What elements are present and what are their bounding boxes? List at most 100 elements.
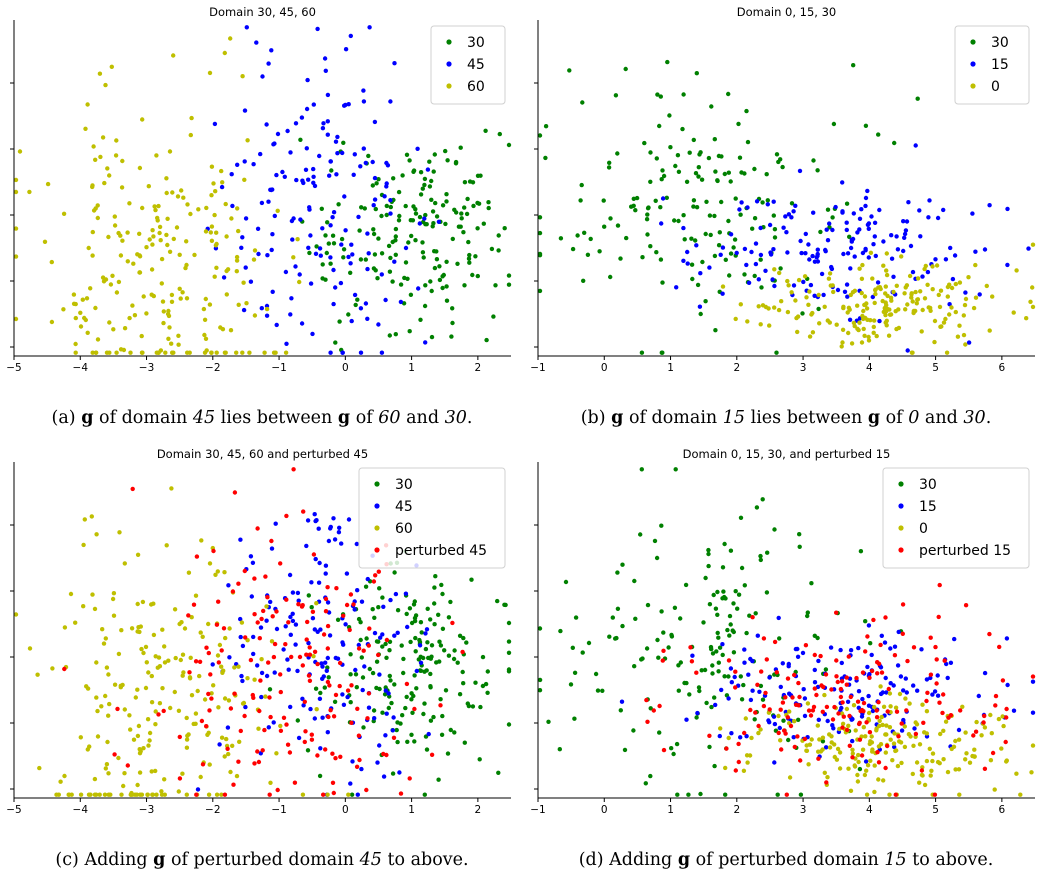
point-45 bbox=[290, 590, 296, 595]
point-30 bbox=[429, 288, 434, 294]
point-45 bbox=[311, 174, 316, 179]
point-60 bbox=[165, 242, 170, 248]
point-60 bbox=[176, 708, 182, 713]
point-30 bbox=[728, 622, 733, 627]
point-45 bbox=[320, 664, 325, 669]
point-60 bbox=[219, 792, 224, 797]
point-60 bbox=[61, 211, 67, 216]
point-30 bbox=[738, 674, 743, 679]
point-0 bbox=[893, 705, 899, 710]
point-30 bbox=[370, 607, 375, 612]
point-30 bbox=[503, 602, 508, 608]
point-perturbed-15 bbox=[913, 731, 919, 737]
point-0 bbox=[887, 792, 892, 797]
point-0 bbox=[953, 738, 958, 744]
point-30 bbox=[506, 667, 512, 672]
point-15 bbox=[749, 249, 754, 255]
caption-a-part-8: . bbox=[466, 408, 473, 428]
point-30 bbox=[486, 200, 491, 205]
point-60 bbox=[278, 723, 283, 729]
point-60 bbox=[275, 208, 280, 213]
point-15 bbox=[806, 242, 811, 247]
point-45 bbox=[312, 627, 317, 632]
point-15 bbox=[812, 667, 817, 673]
x-tick-label: −1 bbox=[271, 804, 286, 816]
point-45 bbox=[416, 286, 421, 291]
point-60 bbox=[135, 733, 141, 739]
point-60 bbox=[139, 333, 144, 339]
point-perturbed-15 bbox=[925, 690, 930, 695]
point-15 bbox=[944, 661, 949, 667]
point-15 bbox=[901, 248, 906, 254]
point-perturbed-45 bbox=[328, 708, 333, 713]
point-0 bbox=[841, 304, 846, 309]
point-0 bbox=[888, 704, 893, 709]
point-30 bbox=[422, 303, 428, 309]
point-30 bbox=[430, 224, 435, 229]
x-tick-label: −1 bbox=[530, 804, 545, 816]
point-15 bbox=[849, 239, 854, 244]
point-60 bbox=[121, 783, 126, 789]
point-45 bbox=[315, 26, 320, 32]
point-60 bbox=[164, 543, 169, 548]
point-perturbed-15 bbox=[788, 723, 794, 729]
point-45 bbox=[266, 61, 271, 66]
point-0 bbox=[938, 324, 943, 329]
point-60 bbox=[184, 239, 189, 244]
point-15 bbox=[830, 723, 835, 728]
point-45 bbox=[254, 40, 259, 45]
point-45 bbox=[366, 251, 371, 256]
point-60 bbox=[13, 612, 19, 617]
point-15 bbox=[912, 726, 917, 731]
point-60 bbox=[222, 570, 227, 575]
point-perturbed-15 bbox=[875, 660, 880, 665]
point-60 bbox=[225, 267, 231, 272]
point-15 bbox=[1026, 246, 1031, 251]
point-60 bbox=[176, 333, 181, 338]
point-45 bbox=[392, 61, 397, 66]
point-15 bbox=[748, 656, 753, 662]
point-60 bbox=[136, 723, 142, 729]
point-perturbed-15 bbox=[818, 653, 823, 659]
point-0 bbox=[1030, 304, 1036, 310]
point-perturbed-45 bbox=[274, 609, 279, 614]
point-30 bbox=[570, 246, 576, 252]
point-30 bbox=[643, 781, 648, 786]
point-30 bbox=[728, 251, 734, 256]
point-15 bbox=[877, 318, 882, 324]
point-30 bbox=[645, 212, 650, 217]
point-45 bbox=[365, 231, 370, 236]
point-45 bbox=[328, 223, 333, 228]
point-30 bbox=[758, 557, 763, 563]
point-0 bbox=[894, 748, 899, 753]
point-30 bbox=[403, 705, 408, 711]
point-30 bbox=[631, 203, 636, 208]
point-30 bbox=[678, 616, 683, 621]
point-45 bbox=[255, 226, 261, 231]
point-0 bbox=[864, 306, 870, 311]
point-30 bbox=[772, 235, 778, 240]
point-60 bbox=[135, 629, 140, 634]
point-30 bbox=[537, 133, 543, 138]
point-30 bbox=[481, 221, 486, 226]
point-0 bbox=[806, 302, 811, 307]
point-60 bbox=[131, 261, 136, 266]
point-60 bbox=[137, 751, 143, 756]
point-30 bbox=[709, 104, 714, 109]
point-perturbed-45 bbox=[305, 619, 310, 625]
point-30 bbox=[413, 238, 418, 243]
point-perturbed-45 bbox=[398, 791, 404, 796]
point-45 bbox=[325, 119, 330, 124]
point-30 bbox=[404, 152, 410, 157]
point-45 bbox=[388, 99, 393, 104]
point-15 bbox=[707, 265, 712, 270]
point-15 bbox=[987, 203, 992, 208]
point-perturbed-15 bbox=[844, 682, 849, 687]
point-perturbed-15 bbox=[875, 671, 880, 676]
point-perturbed-15 bbox=[864, 720, 869, 725]
point-0 bbox=[1030, 743, 1036, 748]
point-perturbed-45 bbox=[255, 526, 260, 531]
point-30 bbox=[738, 212, 743, 217]
point-30 bbox=[471, 203, 476, 209]
point-perturbed-15 bbox=[899, 721, 904, 726]
